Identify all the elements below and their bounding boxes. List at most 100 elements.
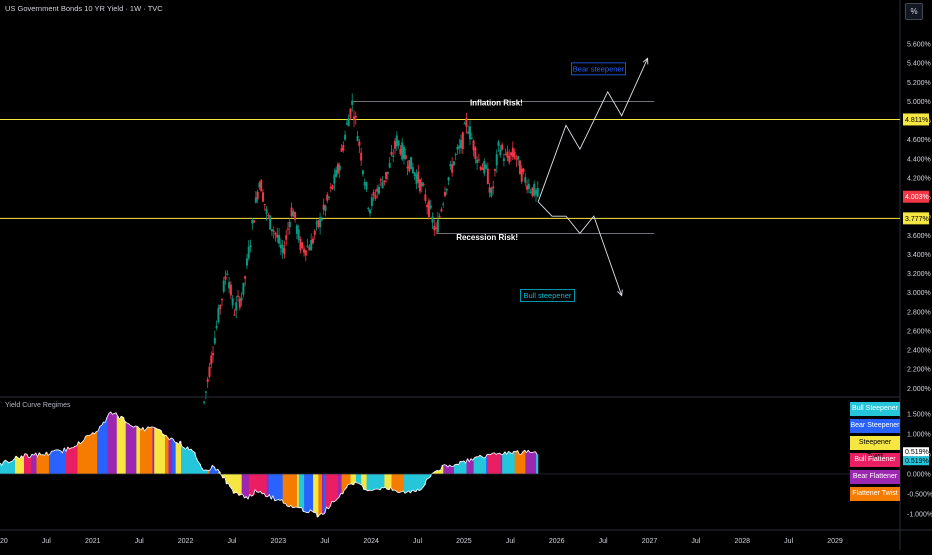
candle-body [317,220,319,227]
candle-body [433,226,435,231]
time-tick-label: Jul [784,538,793,545]
symbol-title[interactable]: US Government Bonds 10 YR Yield · 1W · T… [5,4,163,13]
candle-body [367,208,369,209]
time-tick-label: 2027 [642,538,658,545]
candle-body [223,281,225,292]
price-tick-label: 3.200% [907,271,931,278]
candle-body [419,180,421,192]
candle-body [326,195,328,201]
indicator-title[interactable]: Yield Curve Regimes [5,402,71,409]
indicator-tick-label: -1.000% [907,512,932,519]
candle-body [528,184,530,189]
candle-body [446,189,448,191]
candle-body [412,167,414,173]
price-tick-label: 3.400% [907,252,931,259]
candle-body [321,219,323,220]
indicator-value-label: 0.519% [905,449,929,456]
candle-body [407,166,409,168]
candle-body [228,282,230,288]
candle-body [476,160,478,163]
candle-body [319,217,321,227]
candle-body [351,101,353,105]
candle-body [478,159,480,160]
candle-body [246,258,248,265]
candle-body [289,222,291,227]
candle-body [253,220,255,222]
candle-body [403,147,405,159]
price-tick-label: 3.600% [907,233,931,240]
candle-body [398,141,400,146]
candle-body [421,182,423,186]
candle-body [299,239,301,250]
candle-body [323,205,325,210]
candle-body [464,123,466,124]
candle-body [387,172,389,174]
candle-body [335,170,337,177]
level-price-label: 3.777% [905,216,929,223]
candle-body [357,136,359,141]
candle-body [212,353,214,355]
candle-body [217,308,219,322]
legend-item-bull-flattener: Bull Flattener [850,453,900,467]
candle-body [380,179,382,180]
candle-body [353,117,355,120]
time-tick-label: 2028 [734,538,750,545]
percent-scale-button[interactable]: % [905,3,923,20]
risk-annotation: Recession Risk! [456,233,518,242]
candle-body [537,188,539,197]
candle-body [487,169,489,184]
candle-body [521,169,523,182]
candle-body [330,187,332,188]
projection-path [538,202,622,296]
risk-annotation: Inflation Risk! [470,98,523,107]
candle-body [341,148,343,151]
price-tick-label: 4.400% [907,156,931,163]
candle-body [383,180,385,182]
candle-body [498,142,500,146]
candle-body [273,231,275,232]
candle-body [535,190,537,194]
candle-body [358,141,360,145]
candle-body [349,109,351,118]
candle-body [524,177,526,183]
candle-body [483,161,485,173]
candle-body [451,164,453,172]
candle-body [474,147,476,158]
candle-body [390,152,392,155]
candle-body [237,296,239,297]
candle-body [428,201,430,217]
time-tick-label: Jul [413,538,422,545]
candle-body [348,118,350,126]
candle-body [439,216,441,217]
time-tick-label: 2021 [85,538,101,545]
price-tick-label: 4.600% [907,137,931,144]
candle-body [346,123,348,124]
candle-body [264,204,266,205]
candle-body [250,245,252,247]
candle-body [332,185,334,189]
candle-body [399,149,401,154]
candle-body [362,170,364,174]
candle-body [392,156,394,157]
price-tick-label: 5.000% [907,99,931,106]
candle-body [221,299,223,300]
candle-body [369,210,371,214]
candle-body [364,182,366,185]
candle-body [274,233,276,235]
price-tick-label: 3.000% [907,290,931,297]
price-tick-label: 2.400% [907,348,931,355]
candle-body [276,235,278,238]
candle-body [469,127,471,139]
indicator-tick-label: 1.000% [907,432,931,439]
price-tick-label: 5.600% [907,41,931,48]
time-tick-label: 2025 [456,538,472,545]
candle-body [405,155,407,159]
indicator-tick-label: 0.000% [907,472,931,479]
candle-body [296,225,298,233]
price-tick-label: 2.000% [907,386,931,393]
candle-body [260,180,262,191]
price-tick-label: 2.600% [907,328,931,335]
candle-body [515,158,517,159]
